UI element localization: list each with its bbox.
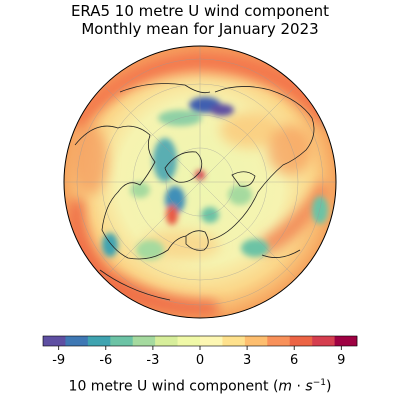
colorbar-tick-label: 6 bbox=[290, 353, 298, 368]
colorbar-unit-s: s bbox=[305, 378, 313, 395]
colorbar-segment bbox=[110, 336, 134, 346]
coastlines bbox=[74, 83, 315, 301]
colorbar-unit-dot: · bbox=[292, 378, 306, 395]
colorbar-unit-m: m bbox=[278, 378, 293, 395]
map-subtitle: Monthly mean for January 2023 bbox=[81, 20, 319, 38]
wind-field bbox=[64, 46, 336, 318]
colorbar-segment bbox=[312, 336, 335, 346]
colorbar-segment bbox=[177, 336, 201, 346]
globe-map bbox=[63, 45, 337, 319]
colorbar-tick-label: -3 bbox=[146, 353, 159, 368]
colorbar-tick-label: 9 bbox=[337, 353, 345, 368]
colorbar-label-close: ) bbox=[326, 378, 332, 395]
globe-outline bbox=[63, 45, 337, 319]
colorbar-tick-label: -9 bbox=[52, 353, 65, 368]
colorbar-tick-label: -6 bbox=[99, 353, 112, 368]
colorbar-segment bbox=[267, 336, 291, 346]
colorbar-segment bbox=[155, 336, 178, 346]
colorbar-segment bbox=[65, 336, 89, 346]
graticule-lines bbox=[64, 46, 336, 318]
colorbar: -9 -6 -3 0 3 6 9 bbox=[42, 335, 358, 368]
colorbar-segment bbox=[222, 336, 246, 346]
colorbar-tick-label: 0 bbox=[196, 353, 204, 368]
colorbar-segment bbox=[244, 336, 268, 346]
colorbar-segment bbox=[132, 336, 156, 346]
colorbar-segments bbox=[43, 336, 358, 346]
colorbar-tick-label: 3 bbox=[243, 353, 251, 368]
colorbar-segment bbox=[200, 336, 223, 346]
colorbar-segment bbox=[334, 336, 358, 346]
colorbar-unit-exponent: −1 bbox=[312, 378, 326, 388]
colorbar-segment bbox=[43, 336, 66, 346]
map-title: ERA5 10 metre U wind component bbox=[70, 2, 330, 20]
colorbar-label-text: 10 metre U wind component ( bbox=[68, 378, 279, 395]
colorbar-ticks: -9 -6 -3 0 3 6 9 bbox=[52, 346, 345, 368]
colorbar-segment bbox=[289, 336, 313, 346]
colorbar-segment bbox=[87, 336, 111, 346]
colorbar-label: 10 metre U wind component (m · s−1) bbox=[0, 374, 400, 396]
